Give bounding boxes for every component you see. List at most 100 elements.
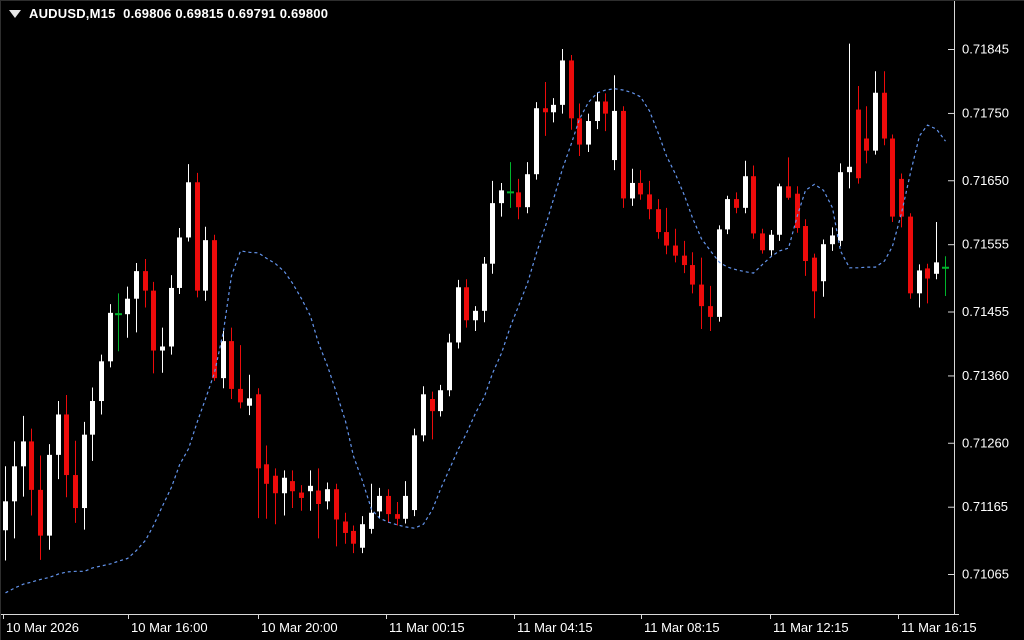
candle-bull	[99, 361, 104, 402]
candle-bull	[917, 270, 922, 294]
candle-bull	[360, 524, 365, 548]
candle-bull	[560, 60, 565, 105]
candle-bear	[395, 514, 400, 519]
y-axis-label: 0.71360	[962, 368, 1009, 383]
candle-bear	[569, 60, 574, 119]
candle-bull	[847, 166, 852, 173]
candle-bear	[290, 481, 295, 492]
candle-bull	[325, 489, 330, 502]
candle-bull	[82, 434, 87, 509]
candle-bull	[595, 101, 600, 122]
candle-bear	[673, 245, 678, 256]
candle-bull	[56, 414, 61, 455]
candle-bull	[47, 454, 52, 536]
candle-bear	[908, 216, 913, 294]
candle-bull	[412, 435, 417, 511]
candle-bear	[73, 475, 78, 509]
candle-bear	[699, 284, 704, 307]
y-axis-label: 0.71455	[962, 304, 1009, 319]
candle-bear	[151, 290, 156, 351]
candle-bear	[647, 194, 652, 210]
candle-bear	[343, 521, 348, 533]
candle-bull	[838, 172, 843, 241]
candle-bear	[256, 394, 261, 469]
candle-bull	[308, 485, 313, 492]
candle-bear	[803, 226, 808, 262]
candle-bear	[864, 138, 869, 151]
candle-bull	[369, 512, 374, 529]
candle-bear	[577, 118, 582, 145]
candle-bear	[334, 489, 339, 520]
candle-bull	[21, 441, 26, 467]
candle-bull	[125, 298, 130, 315]
chart-ohlc-title: AUDUSD,M15 0.69806 0.69815 0.69791 0.698…	[29, 6, 329, 21]
candle-bull	[934, 262, 939, 274]
candle-doji-cross	[507, 191, 514, 194]
candle-bull	[203, 240, 208, 291]
candle-bear	[273, 475, 278, 494]
candle-bull	[630, 182, 635, 199]
candle-bull	[186, 182, 191, 238]
chart-title-bar: AUDUSD,M15 0.69806 0.69815 0.69791 0.698…	[9, 6, 328, 21]
candle-bear	[890, 138, 895, 217]
candle-bear	[29, 441, 34, 490]
candle-bear	[38, 489, 43, 536]
candle-bear	[856, 109, 861, 179]
candle-bull	[12, 466, 17, 502]
candle-bear	[143, 271, 148, 291]
candle-bear	[316, 490, 321, 504]
candle-bear	[690, 265, 695, 285]
candle-bear	[656, 209, 661, 233]
y-axis-label: 0.71750	[962, 105, 1009, 120]
candle-bull	[247, 398, 252, 406]
x-axis-label: 11 Mar 12:15	[773, 620, 849, 635]
candle-bear	[464, 287, 469, 321]
candle-bull	[169, 287, 174, 347]
candle-bear	[621, 110, 626, 199]
x-axis-label: 11 Mar 08:15	[644, 620, 720, 635]
x-axis-label: 10 Mar 2026	[6, 620, 79, 635]
candle-bull	[221, 341, 226, 379]
candle-bear	[751, 176, 756, 234]
candle-bull	[377, 495, 382, 512]
x-axis-label: 10 Mar 20:00	[261, 620, 338, 635]
candle-bear	[882, 92, 887, 139]
candle-bull	[717, 229, 722, 317]
candle-bull	[534, 108, 539, 175]
candle-bear	[212, 240, 217, 379]
candle-bear	[351, 530, 356, 544]
candle-bull	[525, 174, 530, 208]
candle-bull	[134, 271, 139, 299]
candle-bear	[64, 414, 69, 476]
candle-bull	[725, 199, 730, 230]
candle-bear	[899, 178, 904, 217]
candle-bull	[830, 235, 835, 245]
y-axis-label: 0.71165	[962, 499, 1008, 514]
candle-bull	[777, 186, 782, 235]
candle-bear	[543, 108, 548, 113]
candle-bear	[795, 193, 800, 229]
candle-bear	[516, 192, 521, 208]
candle-bull	[456, 287, 461, 343]
candle-bull	[403, 495, 408, 519]
x-axis-label: 11 Mar 00:15	[389, 620, 465, 635]
y-axis-label: 0.71555	[962, 237, 1009, 252]
candle-bull	[551, 104, 556, 113]
x-axis-label: 11 Mar 04:15	[517, 620, 593, 635]
triangle-down-icon[interactable]	[9, 9, 21, 18]
y-axis-label: 0.71845	[962, 42, 1009, 57]
candle-bear	[708, 306, 713, 317]
candle-bull	[743, 176, 748, 208]
candle-bull	[612, 110, 617, 161]
candle-bear	[925, 268, 930, 279]
candle-bear	[664, 232, 669, 246]
candle-bull	[499, 190, 504, 204]
candle-bull	[473, 310, 478, 321]
candle-bull	[177, 237, 182, 288]
candle-bear	[812, 257, 817, 292]
y-axis-label: 0.71650	[962, 173, 1009, 188]
candle-bull	[90, 401, 95, 435]
candle-bear	[760, 233, 765, 251]
